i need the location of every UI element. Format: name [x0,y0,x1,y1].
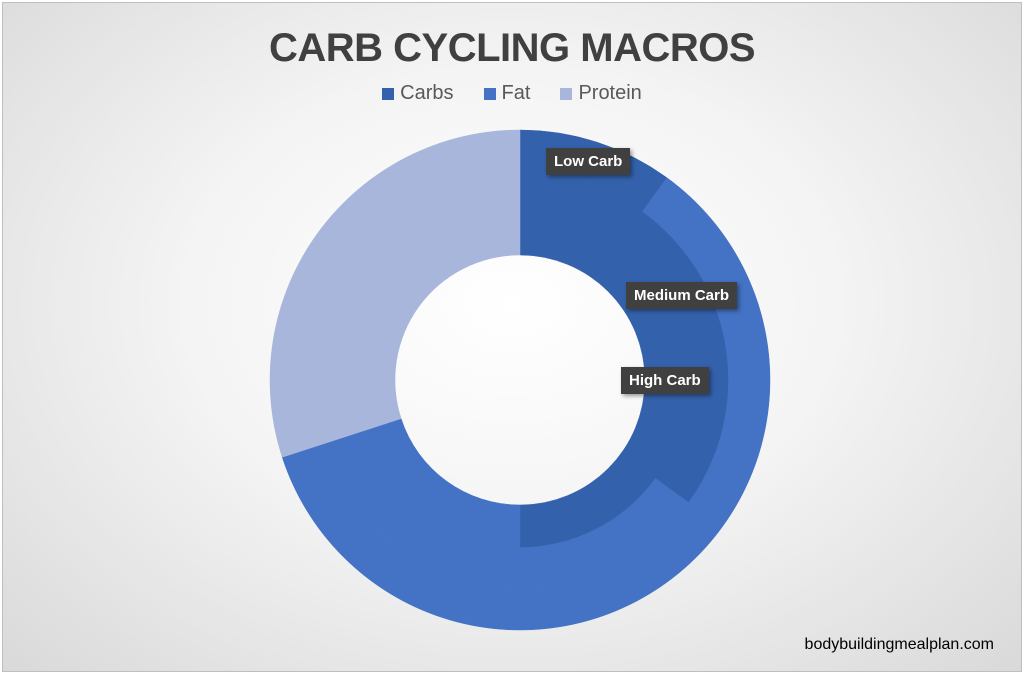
slice-high-carb-protein [352,212,521,432]
ring-label-high-carb: High Carb [621,367,709,394]
legend-label-fat: Fat [501,82,531,104]
ring-label-medium-carb: Medium Carb [626,282,738,309]
source-credit: bodybuildingmealplan.com [804,636,994,653]
legend-swatch-carbs [382,87,395,100]
legend-swatch-fat [483,87,496,100]
chart-title: CARB CYCLING MACROS [268,26,756,70]
legend-swatch-protein [560,87,573,100]
legend-item-carbs: Carbs [382,82,454,105]
legend-label-protein: Protein [578,82,642,104]
ring-label-low-carb: Low Carb [546,148,631,175]
legend: Carbs Fat Protein [0,82,1024,105]
legend-item-protein: Protein [560,82,642,105]
legend-item-fat: Fat [483,82,531,105]
legend-label-carbs: Carbs [400,82,454,104]
